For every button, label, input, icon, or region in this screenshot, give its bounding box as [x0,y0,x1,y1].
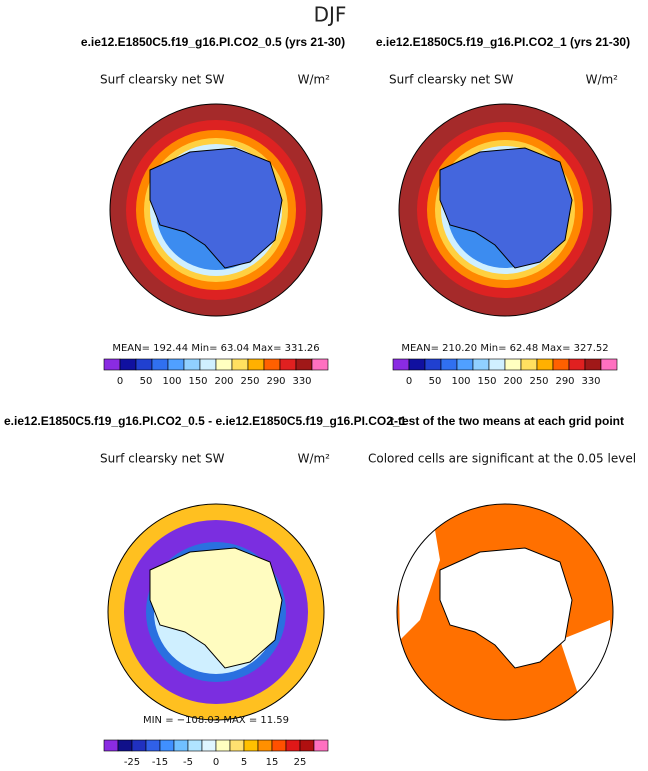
stats-label: MEAN= 192.44 Min= 63.04 Max= 331.26 [112,343,319,354]
colorbar-cell [424,358,442,371]
subtitle: Colored cells are significant at the 0.0… [368,452,636,466]
colorbar-label: 50 [429,376,442,387]
colorbar-cell [285,739,301,752]
units-label: W/m² [298,452,331,466]
colorbar-cell [199,358,217,371]
colorbar-label: 25 [294,757,307,768]
map-border [396,503,614,721]
panel-header: e.ie12.E1850C5.f19_g16.PI.CO2_0.5 (yrs 2… [81,35,345,49]
panel-header: e.ie12.E1850C5.f19_g16.PI.CO2_1 (yrs 21-… [376,35,630,49]
colorbar-cell [257,739,273,752]
colorbar-cell [271,739,287,752]
colorbar-cell [263,358,281,371]
colorbar-cell [520,358,538,371]
stats-label: MIN = −108.03 MAX = 11.59 [143,715,289,726]
colorbar-cell [215,739,231,752]
colorbar-cell [215,358,233,371]
colorbar-cell [311,358,329,371]
colorbar-cell [229,739,245,752]
colorbar-cell [103,739,119,752]
colorbar: 0 50 100 150 200 250 290 330 [103,358,329,387]
colorbar-label: 5 [241,757,247,768]
colorbar-cell [131,739,147,752]
colorbar-label: 0 [406,376,412,387]
colorbar-cell [600,358,618,371]
colorbar-cell [536,358,554,371]
colorbar-label: 50 [140,376,153,387]
colorbar-cell [183,358,201,371]
map [399,104,611,316]
colorbar-cell [584,358,602,371]
figure-title: DJF [314,3,347,27]
colorbar-label: 0 [213,757,219,768]
stats-label: MEAN= 210.20 Min= 62.48 Max= 327.52 [401,343,608,354]
map-border [107,503,325,721]
colorbar-cell [201,739,217,752]
colorbar-label: -25 [124,757,140,768]
colorbar-cell [247,358,265,371]
colorbar-cell [392,358,410,371]
map [110,104,322,316]
colorbar-cell [187,739,203,752]
colorbar-label: 150 [477,376,496,387]
colorbar-cell [313,739,329,752]
colorbar-label: 330 [581,376,600,387]
panel-header: e.ie12.E1850C5.f19_g16.PI.CO2_0.5 - e.ie… [4,414,407,428]
colorbar-label: 15 [266,757,279,768]
map-border [398,103,612,317]
colorbar-cell [159,739,175,752]
variable-label: Surf clearsky net SW [100,452,225,466]
colorbar-label: 330 [292,376,311,387]
colorbar-label: 200 [503,376,522,387]
colorbar-cell [552,358,570,371]
colorbar-cell [243,739,259,752]
variable-label: Surf clearsky net SW [389,73,514,87]
colorbar-cell [504,358,522,371]
colorbar-cell [472,358,490,371]
colorbar-cell [279,358,297,371]
colorbar-cell [295,358,313,371]
colorbar-label: 0 [117,376,123,387]
colorbar: 0 50 100 150 200 250 290 330 [392,358,618,387]
map-border [109,103,323,317]
colorbar-cell [488,358,506,371]
colorbar-label: 250 [240,376,259,387]
colorbar-cell [231,358,249,371]
map [397,504,613,720]
colorbar-label: -5 [183,757,193,768]
colorbar-label: 100 [451,376,470,387]
colorbar-cell [173,739,189,752]
colorbar-cell [167,358,185,371]
colorbar-cell [440,358,458,371]
colorbar-cell [117,739,133,752]
colorbar-cell [103,358,121,371]
colorbar-label: 200 [214,376,233,387]
colorbar: -25 -15 -5 0 5 15 25 [103,739,329,768]
units-label: W/m² [586,73,619,87]
colorbar-label: 290 [555,376,574,387]
colorbar-cell [119,358,137,371]
colorbar-cell [456,358,474,371]
map [108,504,324,720]
colorbar-label: 290 [266,376,285,387]
colorbar-cell [299,739,315,752]
colorbar-label: 100 [162,376,181,387]
colorbar-cell [145,739,161,752]
colorbar-cell [135,358,153,371]
colorbar-cell [151,358,169,371]
colorbar-cell [568,358,586,371]
variable-label: Surf clearsky net SW [100,73,225,87]
units-label: W/m² [298,73,331,87]
colorbar-label: 250 [529,376,548,387]
panel-header: t-test of the two means at each grid poi… [390,414,624,428]
colorbar-cell [408,358,426,371]
colorbar-label: 150 [188,376,207,387]
colorbar-label: -15 [152,757,168,768]
